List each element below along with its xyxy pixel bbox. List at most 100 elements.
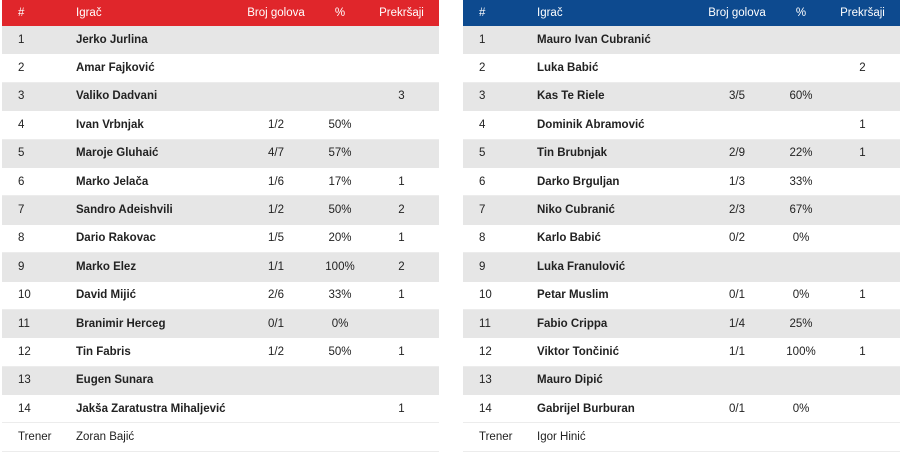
goals-value: 1/5 [268,232,284,245]
player-number: 5 [479,147,486,160]
fouls-value: 3 [398,90,405,103]
player-number: 2 [479,62,486,75]
player-number: 7 [18,204,25,217]
table-row: 6 Marko Jelača 1/6 17% 1 [2,168,439,197]
fouls-value: 1 [398,402,405,415]
header-fouls: Prekršaji [379,7,424,19]
goals-value: 3/5 [729,90,745,103]
percent-value: 67% [789,204,813,217]
player-name: Petar Muslim [537,289,609,302]
percent-value: 0% [792,289,810,302]
goals-value: 0/1 [729,289,745,302]
player-number: 7 [479,204,486,217]
player-number: 6 [479,175,486,188]
table-row: 11 Fabio Crippa 1/4 25% [463,309,900,339]
table-row: 6 Darko Brguljan 1/3 33% [463,168,900,197]
player-number: 3 [479,90,486,103]
home-table-body: 1 Jerko Jurlina 2 Amar Fajković 3 Valiko Dadv… [2,26,439,424]
goals-value: 4/7 [268,147,284,160]
goals-value: 1/1 [268,260,284,273]
table-row: 11 Branimir Herceg 0/1 0% [2,309,439,339]
goals-value: 1/6 [268,175,284,188]
table-row: 7 Niko Čubranić 2/3 67% [463,196,900,225]
goals-value: 1/3 [729,175,745,188]
coach-label: Trener [479,431,513,444]
player-number: 9 [18,260,25,273]
percent-value: 25% [789,317,813,330]
player-number: 14 [18,402,31,415]
table-row: 4 Dominik Abramović 1 [463,111,900,140]
table-row: 12 Viktor Tončinić 1/1 100% 1 [463,338,900,367]
player-number: 8 [18,232,25,245]
player-number: 6 [18,175,25,188]
player-number: 12 [18,345,31,358]
player-name: Viktor Tončinić [537,345,620,358]
percent-value: 33% [789,175,813,188]
header-number: # [479,7,486,19]
player-number: 12 [479,345,492,358]
away-table-body: 1 Mauro Ivan Čubranić 2 Luka Babić 2 3 Kas Te … [463,26,900,424]
player-name: Marko Elez [76,260,137,273]
table-row: 3 Valiko Dadvani 3 [2,82,439,112]
player-name: Eugen Sunara [76,374,154,387]
player-name: Jakša Zaratustra Mihaljević [76,402,226,415]
goals-value: 2/6 [268,289,284,302]
player-number: 13 [479,374,492,387]
header-number: # [18,7,25,19]
player-number: 4 [18,118,25,131]
table-row: 2 Luka Babić 2 [463,54,900,83]
player-name: Amar Fajković [76,62,155,75]
table-row: 1 Mauro Ivan Čubranić [463,26,900,55]
player-name: Luka Franulović [537,260,626,273]
percent-value: 60% [789,90,813,103]
player-number: 2 [18,62,25,75]
player-name: Mauro Ivan Čubranić [537,33,651,46]
table-row: 9 Luka Franulović [463,253,900,282]
goals-value: 1/2 [268,118,284,131]
goals-value: 2/9 [729,147,745,160]
fouls-value: 1 [859,147,866,160]
table-row: 5 Maroje Gluhaić 4/7 57% [2,139,439,168]
player-number: 10 [479,289,492,302]
player-name: Tin Fabris [76,345,131,358]
percent-value: 17% [328,175,352,188]
header-fouls: Prekršaji [840,7,885,19]
goals-value: 1/2 [268,204,284,217]
table-row: 9 Marko Elez 1/1 100% 2 [2,253,439,282]
player-number: 4 [479,118,486,131]
percent-value: 100% [325,260,355,273]
percent-value: 50% [328,118,352,131]
table-row: 4 Ivan Vrbnjak 1/2 50% [2,111,439,140]
goals-value: 0/1 [729,402,745,415]
player-name: Tin Brubnjak [537,147,608,160]
player-name: Maroje Gluhaić [76,147,159,160]
table-row: 8 Dario Rakovac 1/5 20% 1 [2,225,439,254]
header-player: Igrač [537,7,563,19]
player-number: 1 [479,33,486,46]
player-name: Darko Brguljan [537,175,620,188]
player-number: 11 [479,317,491,330]
fouls-value: 2 [859,62,866,75]
table-row: 2 Amar Fajković [2,54,439,83]
table-row: 3 Kas Te Riele 3/5 60% [463,82,900,112]
goals-value: 2/3 [729,204,745,217]
fouls-value: 1 [859,345,866,358]
fouls-value: 2 [398,260,405,273]
player-number: 3 [18,90,25,103]
table-row: 1 Jerko Jurlina [2,26,439,55]
percent-value: 20% [328,232,352,245]
coach-name: Zoran Bajić [76,431,135,444]
coach-name: Igor Hinić [537,431,586,444]
fouls-value: 1 [859,118,866,131]
table-row: 7 Sandro Adeishvili 1/2 50% 2 [2,196,439,225]
player-number: 13 [18,374,31,387]
fouls-value: 2 [398,204,405,217]
fouls-value: 1 [398,232,405,245]
player-name: Branimir Herceg [76,317,166,330]
player-name: Mauro Dipić [537,374,603,387]
goals-value: 1/1 [729,345,745,358]
player-name: Dario Rakovac [76,232,156,245]
home-team-table: # Igrač Broj golova % Prekršaji 1 Jerko J… [2,0,439,452]
table-row: 14 Gabrijel Burburan 0/1 0% [463,395,900,424]
